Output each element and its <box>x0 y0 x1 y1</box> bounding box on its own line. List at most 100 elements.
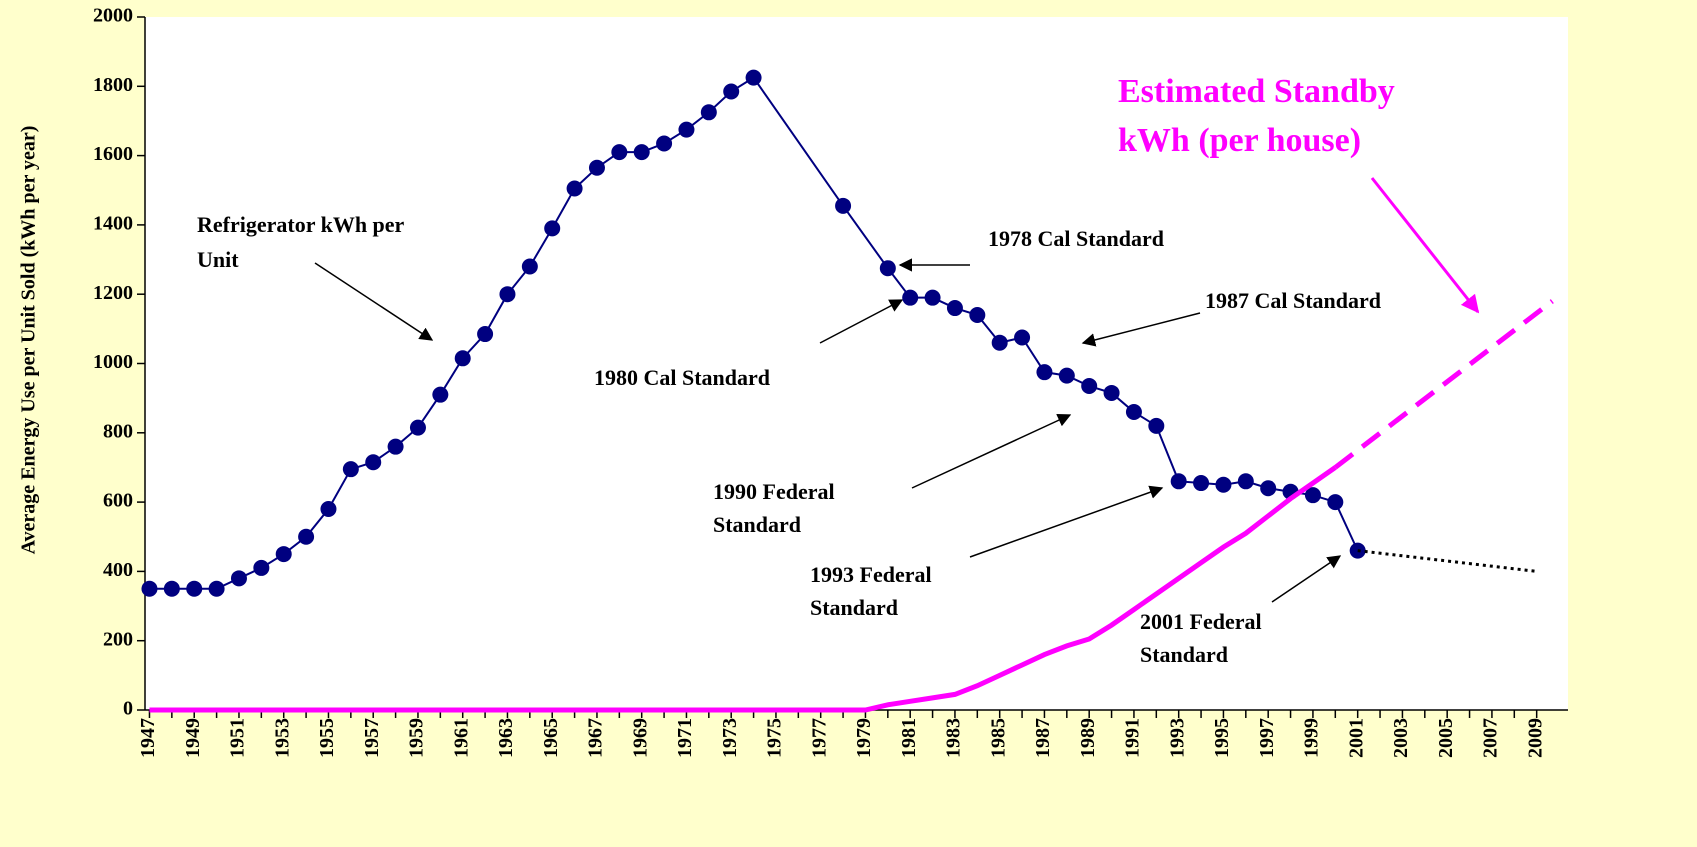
data-point <box>745 69 762 86</box>
data-point <box>1260 480 1277 497</box>
x-tick-label: 1959 <box>406 718 428 758</box>
x-tick-label: 1995 <box>1211 718 1233 758</box>
x-tick-label: 1989 <box>1077 718 1099 758</box>
x-tick-label: 1999 <box>1301 718 1323 758</box>
y-tick-label: 1400 <box>93 212 133 234</box>
data-point <box>432 386 449 403</box>
data-point <box>633 144 650 161</box>
data-point <box>924 289 941 306</box>
x-tick-label: 2003 <box>1390 718 1412 758</box>
x-tick-label: 1969 <box>629 718 651 758</box>
x-tick-label: 2007 <box>1480 718 1502 758</box>
series-line <box>1333 299 1554 470</box>
annotation: 1990 Federal <box>713 479 835 504</box>
data-point <box>163 580 180 597</box>
data-point <box>1215 476 1232 493</box>
x-tick-label: 1971 <box>674 718 696 758</box>
x-tick-label: 1967 <box>585 718 607 758</box>
y-axis-label: Average Energy Use per Unit Sold (kWh pe… <box>18 126 40 555</box>
data-point <box>566 180 583 197</box>
x-tick-label: 1949 <box>182 718 204 758</box>
y-tick-label: 200 <box>103 628 133 650</box>
x-tick-label: 1997 <box>1256 718 1278 758</box>
annotation: 1980 Cal Standard <box>594 365 770 390</box>
data-point <box>454 350 471 367</box>
annotation: 1978 Cal Standard <box>988 226 1164 251</box>
data-point <box>946 300 963 317</box>
data-point <box>477 326 494 343</box>
series-line <box>149 465 1337 713</box>
data-point <box>1058 367 1075 384</box>
y-tick-label: 2000 <box>93 5 133 27</box>
x-tick-label: 1965 <box>540 718 562 758</box>
x-tick-label: 2009 <box>1524 718 1546 758</box>
data-point <box>991 334 1008 351</box>
y-tick-label: 1800 <box>93 74 133 96</box>
annotation: 2001 Federal <box>1140 609 1262 634</box>
data-point <box>275 546 292 563</box>
data-point <box>678 121 695 138</box>
x-tick-label: 1987 <box>1032 718 1054 758</box>
y-tick-label: 1600 <box>93 143 133 165</box>
data-point <box>499 286 516 303</box>
annotation: kWh (per house) <box>1118 122 1361 159</box>
plot-area <box>145 17 1568 710</box>
x-tick-label: 1961 <box>450 718 472 758</box>
data-point <box>1237 473 1254 490</box>
x-tick-label: 1975 <box>764 718 786 758</box>
data-point <box>1014 329 1031 346</box>
data-point <box>1304 487 1321 504</box>
x-tick-label: 1979 <box>853 718 875 758</box>
x-tick-label: 1985 <box>987 718 1009 758</box>
x-tick-label: 1991 <box>1122 718 1144 758</box>
data-point <box>141 580 158 597</box>
data-point <box>1103 384 1120 401</box>
x-tick-label: 1951 <box>227 718 249 758</box>
data-point <box>1036 364 1053 381</box>
annotation: Unit <box>197 247 239 272</box>
data-point <box>1148 417 1165 434</box>
data-point <box>230 570 247 587</box>
data-point <box>208 580 225 597</box>
x-tick-label: 1983 <box>943 718 965 758</box>
x-tick-label: 1993 <box>1166 718 1188 758</box>
data-point <box>723 83 740 100</box>
data-point <box>253 559 270 576</box>
annotation: Standard <box>713 512 801 537</box>
x-tick-label: 1947 <box>137 718 159 758</box>
x-tick-label: 1955 <box>316 718 338 758</box>
series-line <box>1357 549 1537 573</box>
y-tick-label: 0 <box>123 698 133 720</box>
data-point <box>387 438 404 455</box>
data-point <box>365 454 382 471</box>
data-point <box>879 260 896 277</box>
data-point <box>700 104 717 121</box>
data-point <box>588 159 605 176</box>
data-point <box>186 580 203 597</box>
x-tick-label: 2005 <box>1435 718 1457 758</box>
annotation: Refrigerator kWh per <box>197 212 405 237</box>
y-tick-label: 800 <box>103 420 133 442</box>
y-tick-label: 600 <box>103 490 133 512</box>
data-point <box>611 144 628 161</box>
annotation: 1987 Cal Standard <box>1205 288 1381 313</box>
data-point <box>1193 475 1210 492</box>
x-tick-label: 1973 <box>719 718 741 758</box>
data-point <box>298 528 315 545</box>
data-point <box>342 461 359 478</box>
data-point <box>409 419 426 436</box>
x-tick-label: 1977 <box>808 718 830 758</box>
y-tick-label: 400 <box>103 559 133 581</box>
arrows <box>314 177 1480 603</box>
annotation: Standard <box>810 595 898 620</box>
data-point <box>544 220 561 237</box>
data-point <box>1170 473 1187 490</box>
x-tick-label: 1957 <box>361 718 383 758</box>
annotation: Standard <box>1140 642 1228 667</box>
data-point <box>521 258 538 275</box>
data-point <box>320 501 337 518</box>
x-tick-label: 2001 <box>1345 718 1367 758</box>
data-point <box>902 289 919 306</box>
x-tick-label: 1953 <box>271 718 293 758</box>
